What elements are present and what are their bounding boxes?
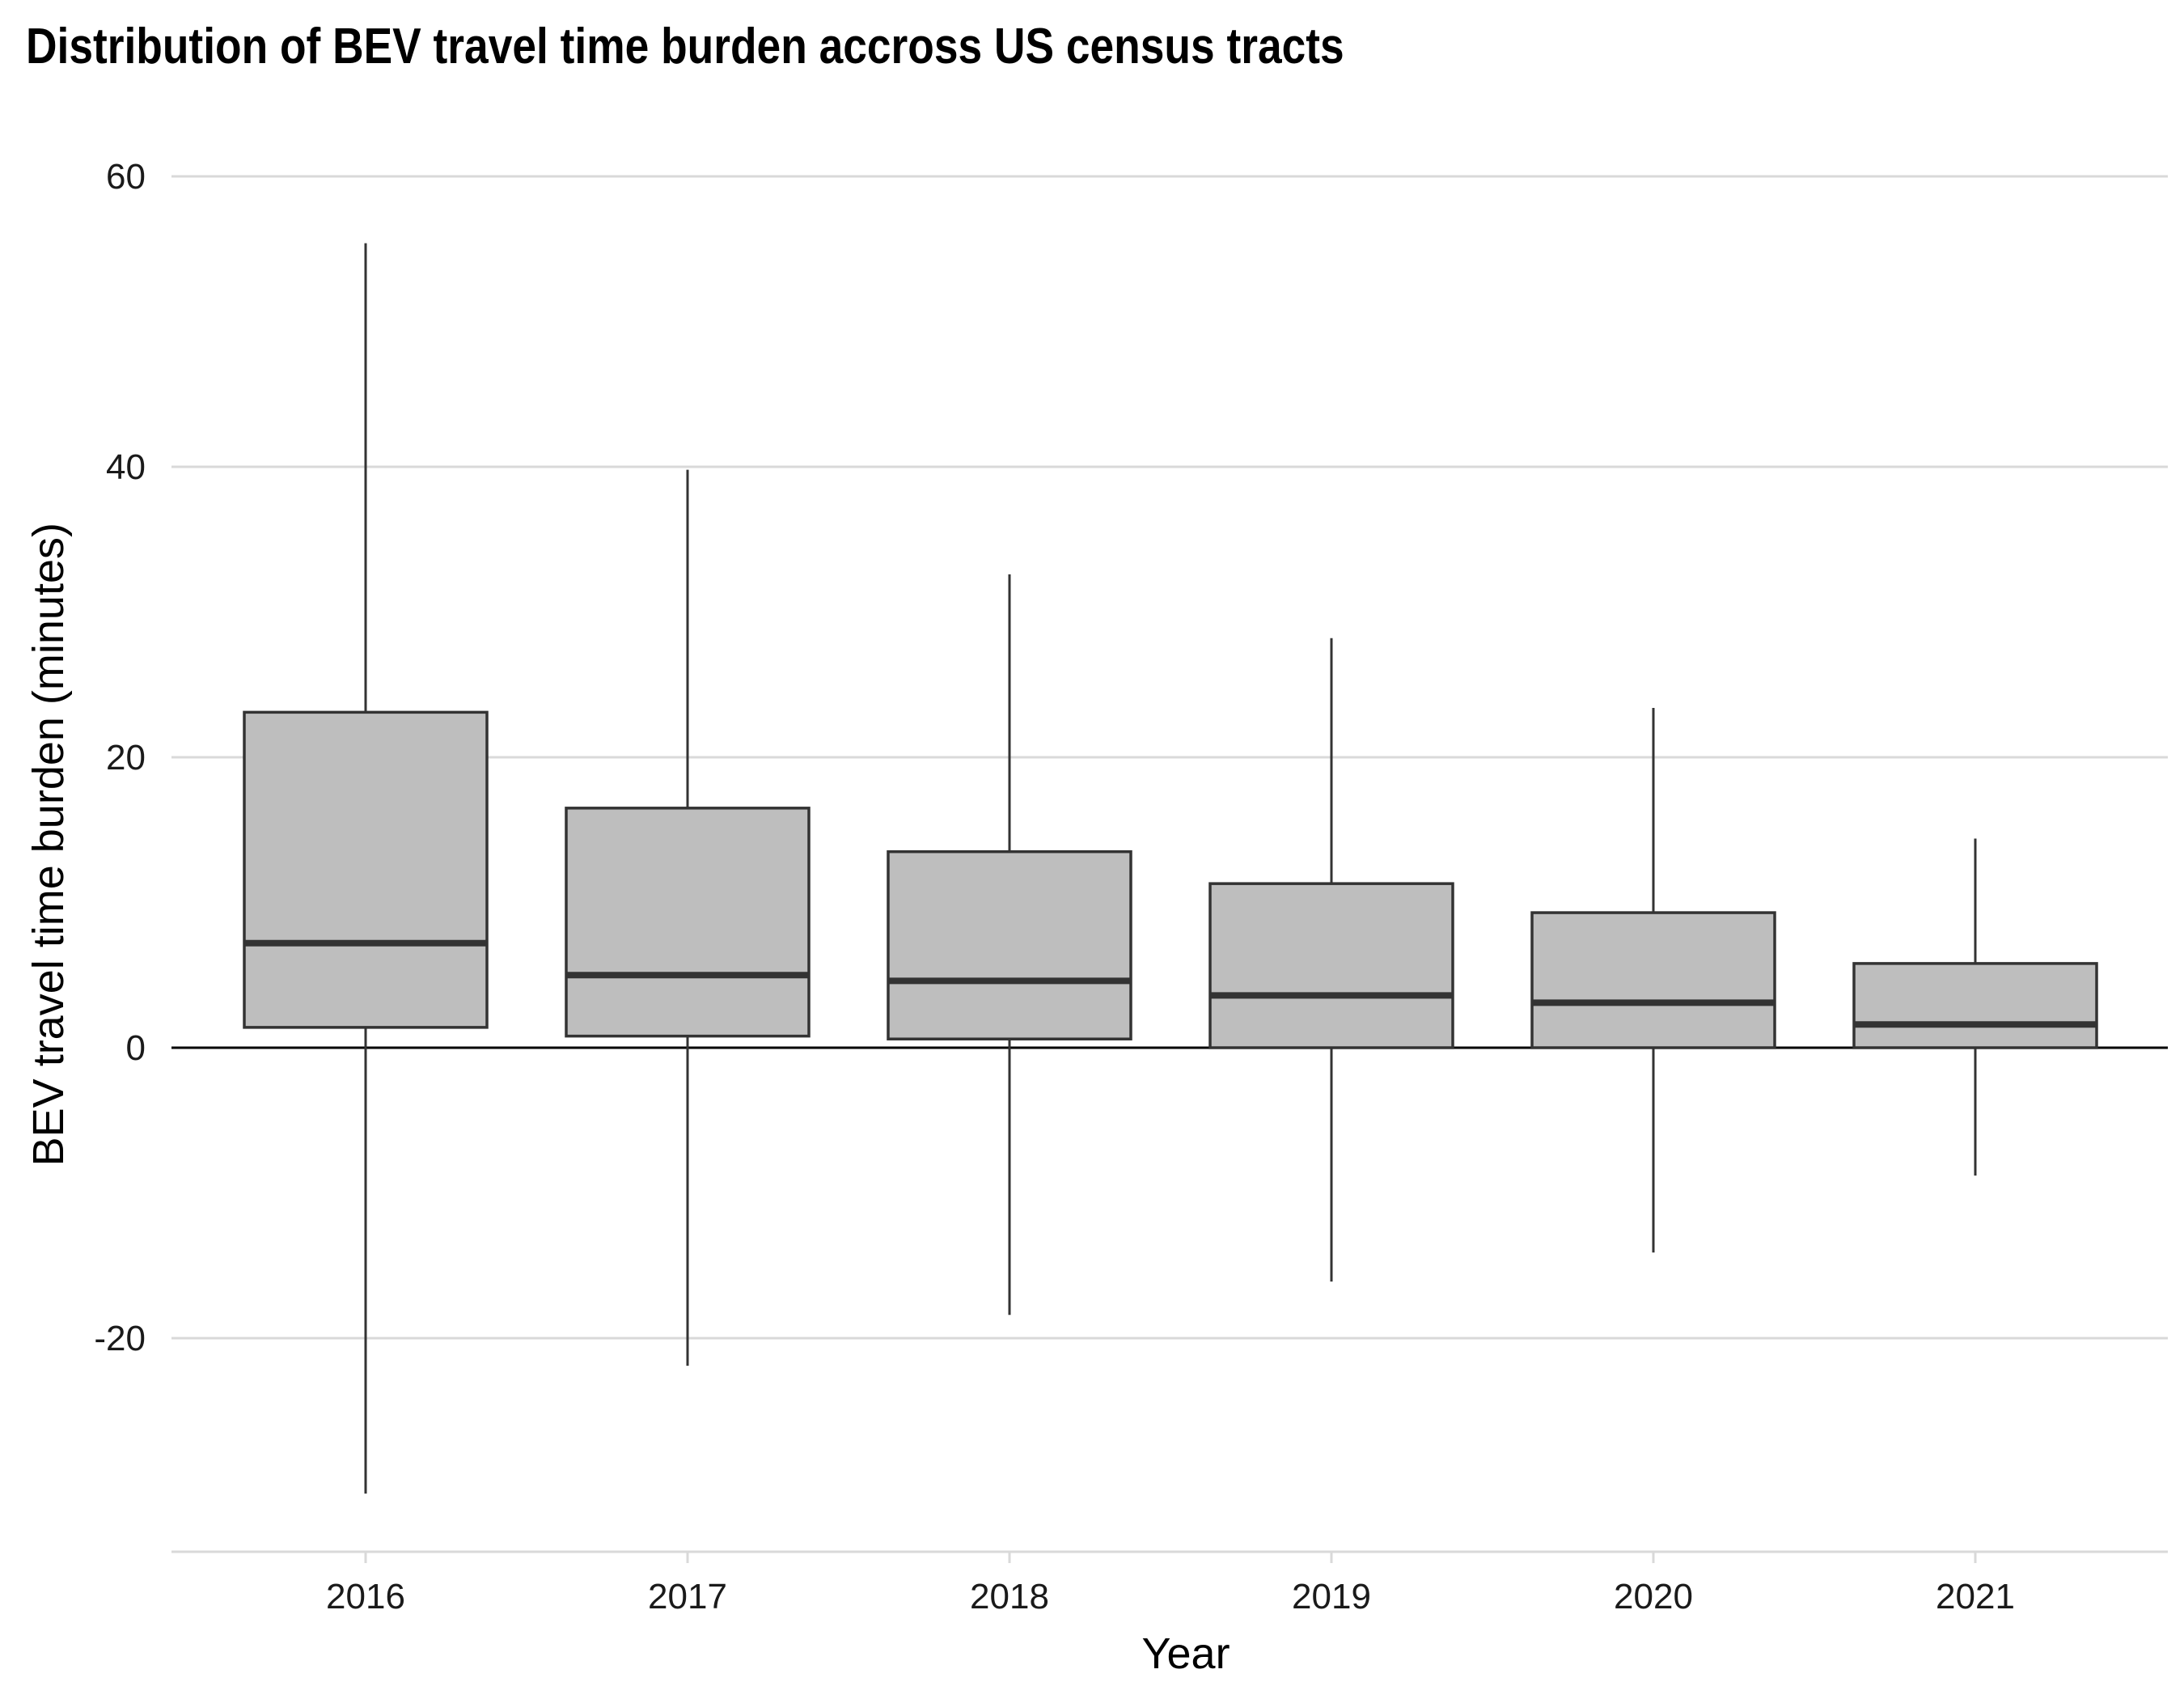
box-2020	[1530, 707, 1776, 1253]
y-tick-label: 40	[106, 447, 146, 487]
x-tick-label: 2021	[1936, 1577, 2015, 1616]
box-2019	[1208, 638, 1454, 1282]
y-tick-label: 0	[126, 1028, 146, 1068]
x-axis-title: Year	[1141, 1629, 1230, 1678]
boxes	[243, 243, 2098, 1494]
box-iqr	[565, 807, 811, 1038]
x-tick-label: 2018	[970, 1577, 1049, 1616]
box-2021	[1852, 838, 2098, 1176]
y-tick-label: -20	[94, 1319, 146, 1358]
box-iqr	[1208, 882, 1454, 1049]
x-tick-label: 2020	[1614, 1577, 1693, 1616]
box-2018	[887, 574, 1132, 1316]
x-axis-ticks: 2016 2017 2018 2019 2020 2021	[326, 1552, 2015, 1616]
box-iqr	[1852, 962, 2098, 1049]
x-tick-label: 2016	[326, 1577, 405, 1616]
x-tick-label: 2017	[648, 1577, 727, 1616]
box-iqr	[887, 850, 1132, 1040]
box-iqr	[243, 710, 489, 1029]
chart-title: Distribution of BEV travel time burden a…	[26, 19, 1344, 74]
box-2017	[565, 469, 811, 1366]
x-tick-label: 2019	[1292, 1577, 1371, 1616]
box-2016	[243, 243, 489, 1494]
y-tick-label: 60	[106, 157, 146, 197]
box-iqr	[1530, 911, 1776, 1049]
y-axis-title: BEV travel time burden (minutes)	[24, 523, 73, 1166]
y-axis-ticks: -20 0 20 40 60	[94, 157, 146, 1358]
y-tick-label: 20	[106, 738, 146, 777]
